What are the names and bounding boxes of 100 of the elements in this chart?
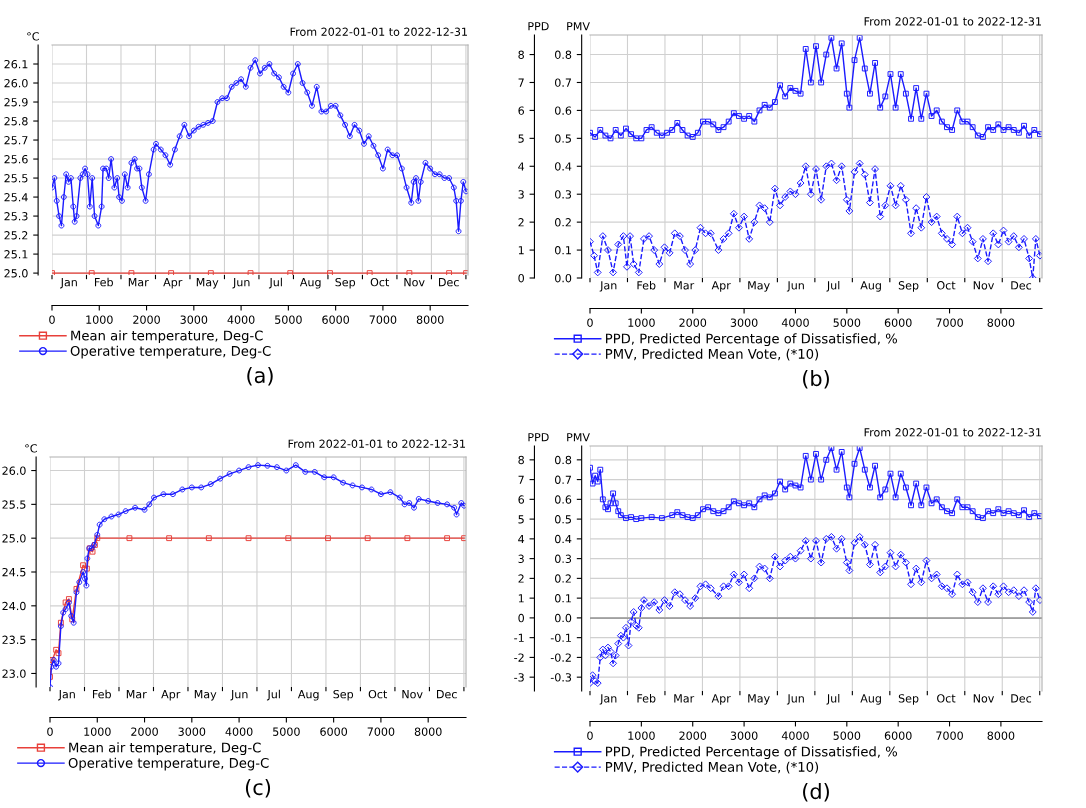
- text: Jul: [266, 689, 280, 701]
- x-tick-label: 2000: [679, 318, 707, 327]
- x-tick-label: 1000: [84, 727, 111, 736]
- y2-tick-label: -0.1: [550, 633, 571, 643]
- x-tick-label: 4000: [225, 727, 253, 736]
- text: Jul: [826, 280, 840, 292]
- legend-label: PMV, Predicted Mean Vote, (*10): [606, 761, 819, 774]
- y2-tick-label: 0.8: [555, 455, 572, 465]
- y-tick-label: 25.5: [4, 174, 28, 183]
- x-tick-label: 2000: [131, 727, 158, 736]
- x-tick-label: 4000: [781, 318, 809, 327]
- text: Aug: [860, 694, 881, 705]
- y-tick-label: 2: [518, 574, 524, 583]
- y2-tick-label: 0.6: [555, 495, 572, 504]
- y-tick-label: 5: [518, 134, 524, 143]
- text: Aug: [299, 278, 321, 289]
- y2-tick-label: 0.5: [555, 134, 571, 143]
- text: From 2022-01-01 to 2022-12-31: [288, 439, 465, 448]
- text: Jun: [786, 694, 804, 705]
- y2-tick-label: 0.0: [555, 273, 572, 283]
- x-tick-label: 6000: [884, 731, 912, 740]
- y2-tick-label: 0.7: [555, 78, 571, 87]
- x-tick-label: 5000: [833, 318, 861, 327]
- text: Nov: [973, 694, 995, 703]
- text: Mar: [674, 281, 695, 290]
- y2-tick-label: 0.4: [555, 534, 572, 544]
- text: From 2022-01-01 to 2022-12-31: [864, 17, 1041, 26]
- y-tick-label: -3: [514, 673, 524, 682]
- y-tick-label: 4: [518, 534, 525, 544]
- text: Feb: [95, 277, 113, 287]
- y-tick-label: 1: [518, 594, 524, 603]
- legend-label: Operative temperature, Deg-C: [68, 757, 269, 771]
- x-tick-label: 7000: [367, 727, 395, 736]
- text: Aug: [860, 281, 881, 292]
- text: Nov: [404, 278, 425, 287]
- text: Dec: [439, 278, 459, 287]
- text: (a): [247, 367, 273, 386]
- x-tick-label: 8000: [416, 315, 444, 324]
- text: May: [194, 690, 217, 701]
- y-tick-label: 7: [518, 78, 524, 87]
- text: Jun: [786, 281, 804, 292]
- legend-label: PPD, Predicted Percentage of Dissatisfied, %: [606, 333, 898, 347]
- text: Sep: [898, 694, 919, 705]
- text: Dec: [437, 690, 457, 699]
- x-tick-label: 1000: [86, 315, 113, 324]
- text: May: [748, 281, 770, 292]
- y-axis-title: PPD: [528, 22, 549, 31]
- x-tick-label: 1000: [628, 731, 655, 740]
- y-tick-label: 3: [518, 554, 524, 563]
- y-tick-label: 25.5: [2, 500, 26, 509]
- x-tick-label: 2000: [679, 731, 707, 740]
- y-tick-label: 25.6: [4, 155, 28, 164]
- text: Jul: [268, 277, 282, 289]
- text: Aug: [297, 690, 319, 701]
- y2-tick-label: 0.1: [555, 246, 571, 255]
- y-tick-label: 2: [518, 218, 524, 227]
- x-tick-label: 7000: [369, 315, 397, 324]
- text: Jan: [60, 278, 77, 289]
- text: Mar: [674, 694, 695, 703]
- y-tick-label: 8: [518, 50, 524, 59]
- x-tick-label: 5000: [273, 727, 300, 736]
- text: (d): [803, 783, 829, 802]
- text: Dec: [1011, 281, 1032, 290]
- y-tick-label: 24.0: [2, 601, 26, 611]
- y2-tick-label: 0.5: [555, 515, 571, 524]
- legend-label: Operative temperature, Deg-C: [70, 345, 271, 359]
- text: Oct: [370, 277, 390, 287]
- text: Jan: [58, 690, 75, 701]
- y-tick-label: 25.8: [4, 117, 28, 126]
- x-tick-label: 6000: [884, 318, 912, 327]
- x-tick-label: 5000: [833, 731, 861, 740]
- text: Nov: [402, 690, 423, 699]
- y2-axis-title: PMV: [567, 22, 590, 31]
- x-tick-label: 6000: [320, 727, 348, 736]
- legend-label: PPD, Predicted Percentage of Dissatisfied, %: [606, 746, 898, 760]
- text: Sep: [333, 689, 354, 701]
- x-tick-label: 5000: [275, 315, 302, 324]
- x-tick-label: 3000: [178, 727, 206, 736]
- text: Apr: [161, 690, 181, 701]
- text: Mar: [128, 278, 149, 287]
- x-tick-label: 8000: [987, 318, 1015, 327]
- text: From 2022-01-01 to 2022-12-31: [290, 27, 467, 36]
- text: Dec: [1011, 694, 1032, 703]
- x-tick-label: 0: [47, 727, 53, 736]
- y-tick-label: 0: [518, 273, 524, 283]
- x-tick-label: 4000: [781, 731, 809, 740]
- y-tick-label: 26.1: [4, 59, 28, 69]
- y2-tick-label: -0.2: [550, 653, 571, 662]
- y-tick-label: 6: [518, 106, 525, 115]
- y2-tick-label: 0.3: [555, 554, 572, 563]
- y2-tick-label: 0.1: [555, 594, 571, 603]
- y-tick-label: 24.5: [2, 567, 26, 577]
- x-tick-label: 0: [587, 731, 593, 740]
- y-tick-label: 25.1: [4, 250, 28, 259]
- y-axis-title: °C: [25, 444, 37, 453]
- y-axis-title: PPD: [528, 433, 549, 442]
- y-tick-label: 25.4: [4, 193, 28, 202]
- y2-tick-label: -0.3: [550, 673, 572, 682]
- text: Sep: [898, 281, 919, 292]
- y-axis-title: °C: [27, 32, 39, 41]
